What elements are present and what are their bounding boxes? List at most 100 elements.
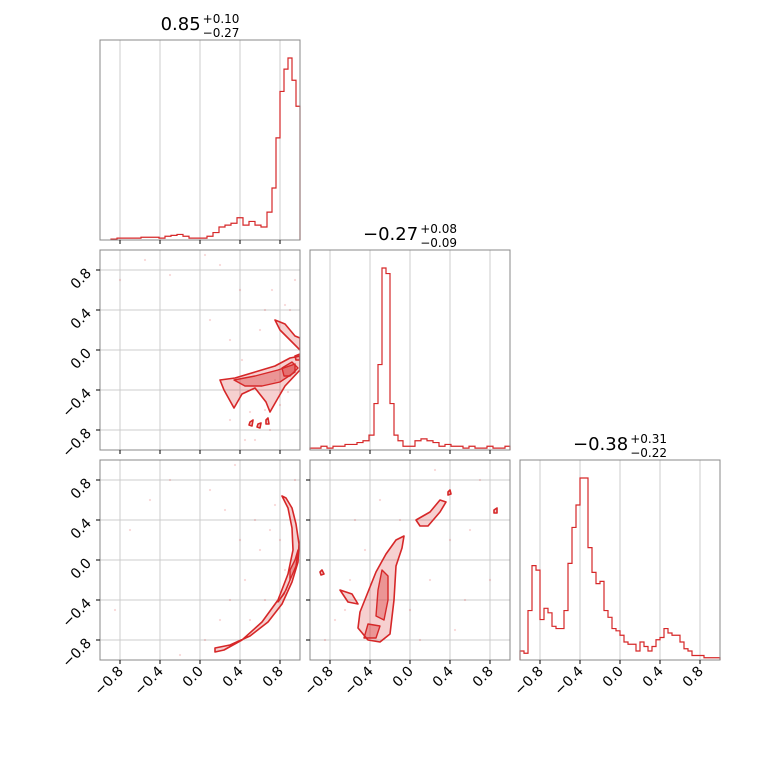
contour-region xyxy=(415,499,447,527)
sample-point xyxy=(203,638,207,642)
y-tick-label: 0.8 xyxy=(68,476,95,503)
sample-point xyxy=(263,308,267,312)
contour-panel-1: −0.8 −0.4 0.0 0.4 0.8 xyxy=(59,249,301,461)
sample-point xyxy=(478,478,482,482)
sample-point xyxy=(253,518,257,522)
sample-point xyxy=(148,498,152,502)
contour-region-inner xyxy=(233,363,296,387)
sample-point xyxy=(348,578,352,582)
sample-point xyxy=(343,608,347,612)
x-tick-label: 0.0 xyxy=(390,664,417,691)
histogram-title-median: −0.27 xyxy=(363,224,418,245)
x-tick-label: 0.8 xyxy=(470,664,497,691)
sample-point xyxy=(293,278,297,282)
x-tick-label: 0.0 xyxy=(180,664,207,691)
histogram-panel-2: −0.27 +0.08−0.09 xyxy=(309,222,511,454)
contour-region xyxy=(265,417,270,425)
contour-region xyxy=(339,589,359,605)
sample-point xyxy=(283,568,287,572)
contour-region-inner xyxy=(281,361,299,377)
sample-point xyxy=(418,638,422,642)
sample-point xyxy=(208,318,212,322)
sample-point xyxy=(238,288,242,292)
sample-point xyxy=(263,598,267,602)
x-tick-label: 0.4 xyxy=(220,663,247,690)
sample-point xyxy=(143,258,147,262)
histogram-title-minus: −0.09 xyxy=(420,236,457,250)
sample-point xyxy=(203,253,207,257)
histogram-title-minus: −0.22 xyxy=(630,446,667,460)
sample-point xyxy=(453,628,457,632)
contour-region xyxy=(256,422,262,429)
contour-layer xyxy=(319,468,498,643)
histogram-title-plus: +0.31 xyxy=(630,432,667,446)
contour-region xyxy=(357,535,405,643)
sample-point xyxy=(488,578,492,582)
sample-point xyxy=(270,288,274,292)
histogram-title-median: 0.85 xyxy=(161,14,201,35)
histogram-step-line xyxy=(110,57,301,240)
sample-point xyxy=(293,478,297,482)
sample-point xyxy=(248,618,252,622)
sample-point xyxy=(223,508,227,512)
x-tick-label: −0.4 xyxy=(341,663,376,698)
sample-point xyxy=(463,598,467,602)
sample-point xyxy=(333,618,337,622)
sample-point xyxy=(278,403,282,407)
histogram-title-plus: +0.10 xyxy=(203,12,240,26)
x-tick-label: −0.8 xyxy=(511,664,546,699)
sample-point xyxy=(286,390,290,394)
sample-point xyxy=(258,548,262,552)
sample-point xyxy=(243,578,247,582)
x-tick-label: 0.0 xyxy=(600,664,627,691)
y-tick-label: −0.8 xyxy=(59,426,94,461)
contour-region xyxy=(248,419,254,427)
contour-layer xyxy=(118,253,300,442)
sample-point xyxy=(258,328,262,332)
sample-point xyxy=(323,638,327,642)
sample-point xyxy=(268,528,272,532)
x-tick-label: 0.8 xyxy=(680,664,707,691)
sample-point xyxy=(263,408,267,412)
y-tick-label: −0.4 xyxy=(59,595,94,630)
x-tick-label: −0.4 xyxy=(551,663,586,698)
y-tick-label: 0.4 xyxy=(68,305,95,332)
y-tick-label: 0.8 xyxy=(68,266,95,293)
contour-layer xyxy=(113,463,300,657)
sample-point xyxy=(448,538,452,542)
x-tick-label: −0.4 xyxy=(131,663,166,698)
y-tick-label: −0.4 xyxy=(59,385,94,420)
sample-point xyxy=(228,418,232,422)
sample-point xyxy=(433,468,437,472)
sample-point xyxy=(353,518,357,522)
sample-point xyxy=(178,653,182,657)
sample-point xyxy=(243,438,247,442)
contour-panel-2: −0.8 −0.4 0.0 0.4 0.8−0.8−0.40.00.40.8 xyxy=(59,459,301,699)
sample-point xyxy=(118,278,122,282)
contour-region xyxy=(319,569,325,576)
histogram-title-median: −0.38 xyxy=(573,434,628,455)
sample-point xyxy=(288,308,292,312)
contour-region xyxy=(447,489,452,496)
sample-point xyxy=(408,608,412,612)
x-tick-label: −0.8 xyxy=(301,664,336,699)
x-tick-label: 0.8 xyxy=(260,664,287,691)
sample-point xyxy=(363,548,367,552)
contour-region-inner xyxy=(375,569,389,621)
sample-point xyxy=(218,618,222,622)
histogram-panel-3: −0.8 −0.4 0.0 0.4 0.8 −0.38 +0.31−0.22 xyxy=(511,432,721,699)
sample-point xyxy=(228,338,232,342)
contour-region-inner xyxy=(289,549,299,581)
sample-point xyxy=(278,538,282,542)
histogram-panel-1: 0.85 +0.10−0.27 xyxy=(99,12,301,244)
x-tick-label: 0.4 xyxy=(430,663,457,690)
sample-point xyxy=(238,538,242,542)
sample-point xyxy=(128,528,132,532)
y-tick-label: 0.4 xyxy=(68,515,95,542)
sample-point xyxy=(283,303,287,307)
contour-region-inner xyxy=(363,623,381,639)
sample-point xyxy=(428,578,432,582)
sample-point xyxy=(248,410,252,414)
sample-point xyxy=(253,438,257,442)
